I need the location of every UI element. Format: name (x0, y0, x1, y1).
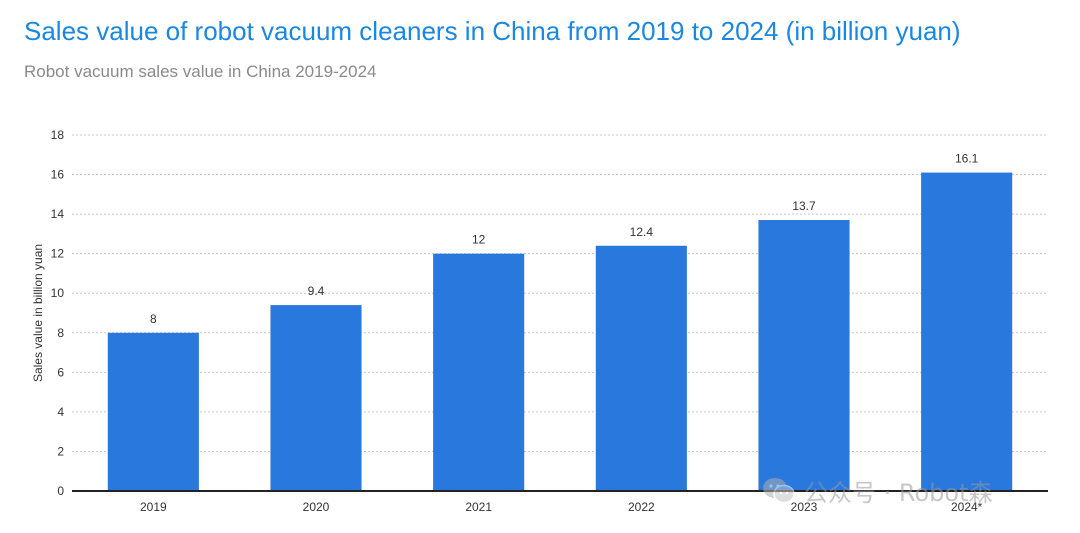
data-label: 8 (150, 312, 157, 326)
y-axis-label: Sales value in billion yuan (31, 244, 45, 382)
y-tick-label: 4 (57, 405, 64, 419)
y-tick-label: 10 (51, 286, 65, 300)
bar (595, 245, 687, 491)
x-tick-label: 2024* (951, 500, 983, 514)
chart-subtitle: Robot vacuum sales value in China 2019-2… (24, 62, 377, 81)
y-tick-label: 14 (51, 207, 65, 221)
bar (758, 220, 850, 492)
y-tick-label: 2 (57, 444, 64, 458)
bar (107, 332, 199, 491)
bar (270, 305, 362, 491)
watermark-text: 公众号 · Robot森 (804, 479, 993, 507)
x-tick-label: 2023 (791, 500, 818, 514)
bar (433, 253, 525, 491)
y-tick-label: 16 (51, 168, 65, 182)
x-tick-label: 2021 (465, 500, 492, 514)
data-label: 16.1 (955, 152, 979, 166)
x-tick-label: 2019 (140, 500, 167, 514)
y-tick-label: 6 (57, 365, 64, 379)
data-label: 13.7 (792, 199, 816, 213)
bar (921, 172, 1013, 492)
wechat-icon (763, 477, 795, 503)
data-label: 12.4 (630, 225, 654, 239)
data-label: 9.4 (308, 284, 325, 298)
chart-title: Sales value of robot vacuum cleaners in … (24, 16, 961, 46)
data-label: 12 (472, 233, 486, 247)
y-tick-label: 12 (51, 247, 65, 261)
y-tick-label: 8 (57, 326, 64, 340)
x-tick-label: 2020 (303, 500, 330, 514)
y-tick-label: 0 (57, 484, 64, 498)
y-tick-label: 18 (51, 128, 65, 142)
watermark: 公众号 · Robot森 (762, 473, 993, 508)
x-tick-label: 2022 (628, 500, 655, 514)
